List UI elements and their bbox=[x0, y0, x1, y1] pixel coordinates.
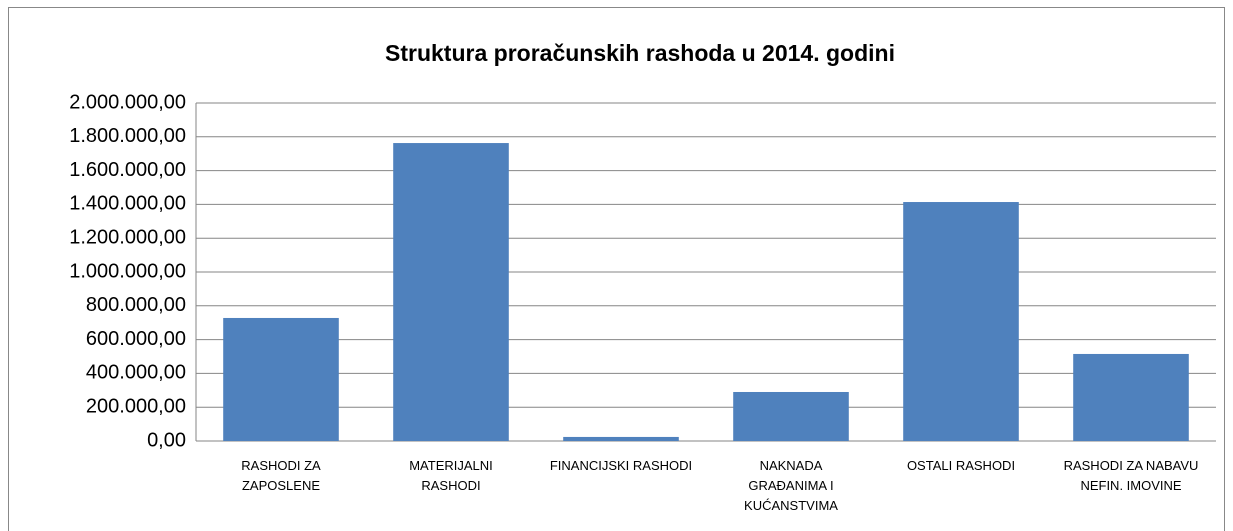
x-tick-label: MATERIJALNI RASHODI bbox=[409, 458, 493, 493]
x-tick-label: OSTALI RASHODI bbox=[906, 458, 1016, 473]
y-tick-label: 0,00 bbox=[147, 429, 186, 451]
y-tick-label: 600.000,00 bbox=[86, 328, 186, 350]
bar bbox=[393, 143, 509, 442]
bar bbox=[563, 436, 679, 441]
y-tick-label: 1.800.000,00 bbox=[69, 125, 186, 147]
y-tick-label: 1.600.000,00 bbox=[69, 159, 186, 181]
bar bbox=[903, 202, 1019, 441]
y-tick-label: 1.000.000,00 bbox=[69, 260, 186, 282]
bar bbox=[733, 391, 849, 441]
y-tick-label: 400.000,00 bbox=[86, 362, 186, 384]
chart-border bbox=[8, 7, 1225, 531]
x-tick-label: FINANCIJSKI RASHODI bbox=[549, 458, 693, 473]
chart-title: Struktura proračunskih rashoda u 2014. g… bbox=[385, 40, 895, 66]
bar bbox=[1073, 353, 1189, 441]
x-tick-label: RASHODI ZA ZAPOSLENE bbox=[241, 458, 321, 493]
x-tick-label: NAKNADA GRAĐANIMA I KUĆANSTVIMA bbox=[744, 458, 838, 513]
bar bbox=[223, 317, 339, 441]
y-tick-label: 2.000.000,00 bbox=[69, 91, 186, 113]
y-tick-label: 1.400.000,00 bbox=[69, 193, 186, 215]
x-tick-label: RASHODI ZA NABAVU NEFIN. IMOVINE bbox=[1063, 458, 1199, 493]
y-tick-label: 800.000,00 bbox=[86, 294, 186, 316]
y-tick-label: 200.000,00 bbox=[86, 395, 186, 417]
y-tick-label: 1.200.000,00 bbox=[69, 226, 186, 248]
